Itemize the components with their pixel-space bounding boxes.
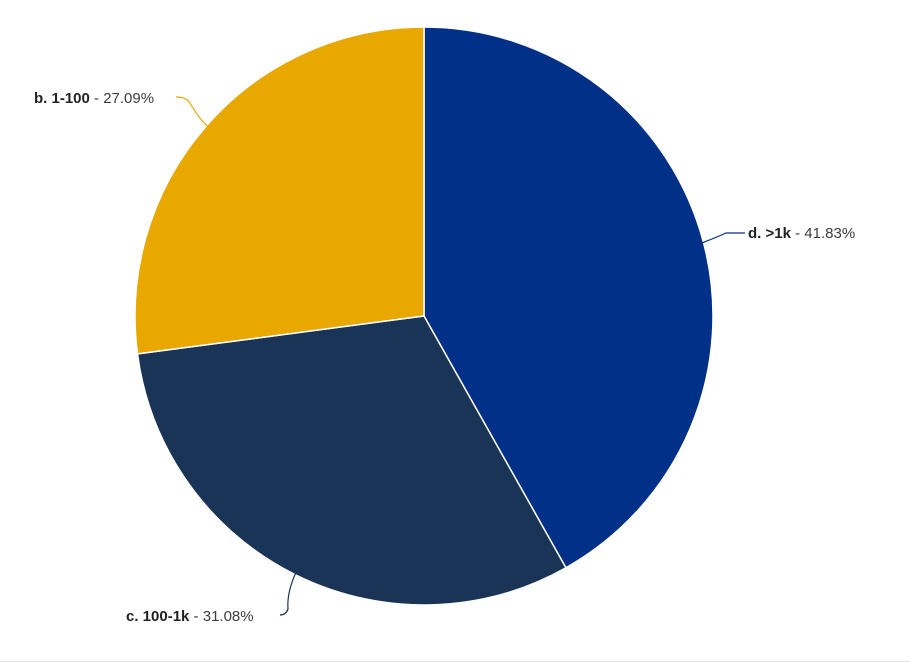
slice-label-1: d. >1k - 41.83% xyxy=(748,225,855,242)
slice-label-value: - 27.09% xyxy=(90,90,154,107)
slice-label-name: c. 100-1k xyxy=(126,608,190,625)
leader-line-3 xyxy=(175,96,209,128)
leader-lines xyxy=(175,96,745,616)
slice-label-name: b. 1-100 xyxy=(34,90,90,107)
leader-line-2 xyxy=(279,572,297,616)
slice-labels: d. >1k - 41.83% c. 100-1k - 31.08% b. 1-10… xyxy=(34,90,855,625)
slice-label-value: - 41.83% xyxy=(791,225,855,242)
pie-slices xyxy=(134,26,714,606)
slice-label-name: d. >1k xyxy=(748,225,792,242)
slice-label-value: - 31.08% xyxy=(189,608,253,625)
leader-line-1 xyxy=(701,232,745,244)
pie-slice-3[interactable] xyxy=(134,26,425,355)
slice-label-3: b. 1-100 - 27.09% xyxy=(34,90,154,107)
slice-label-2: c. 100-1k - 31.08% xyxy=(126,608,254,625)
